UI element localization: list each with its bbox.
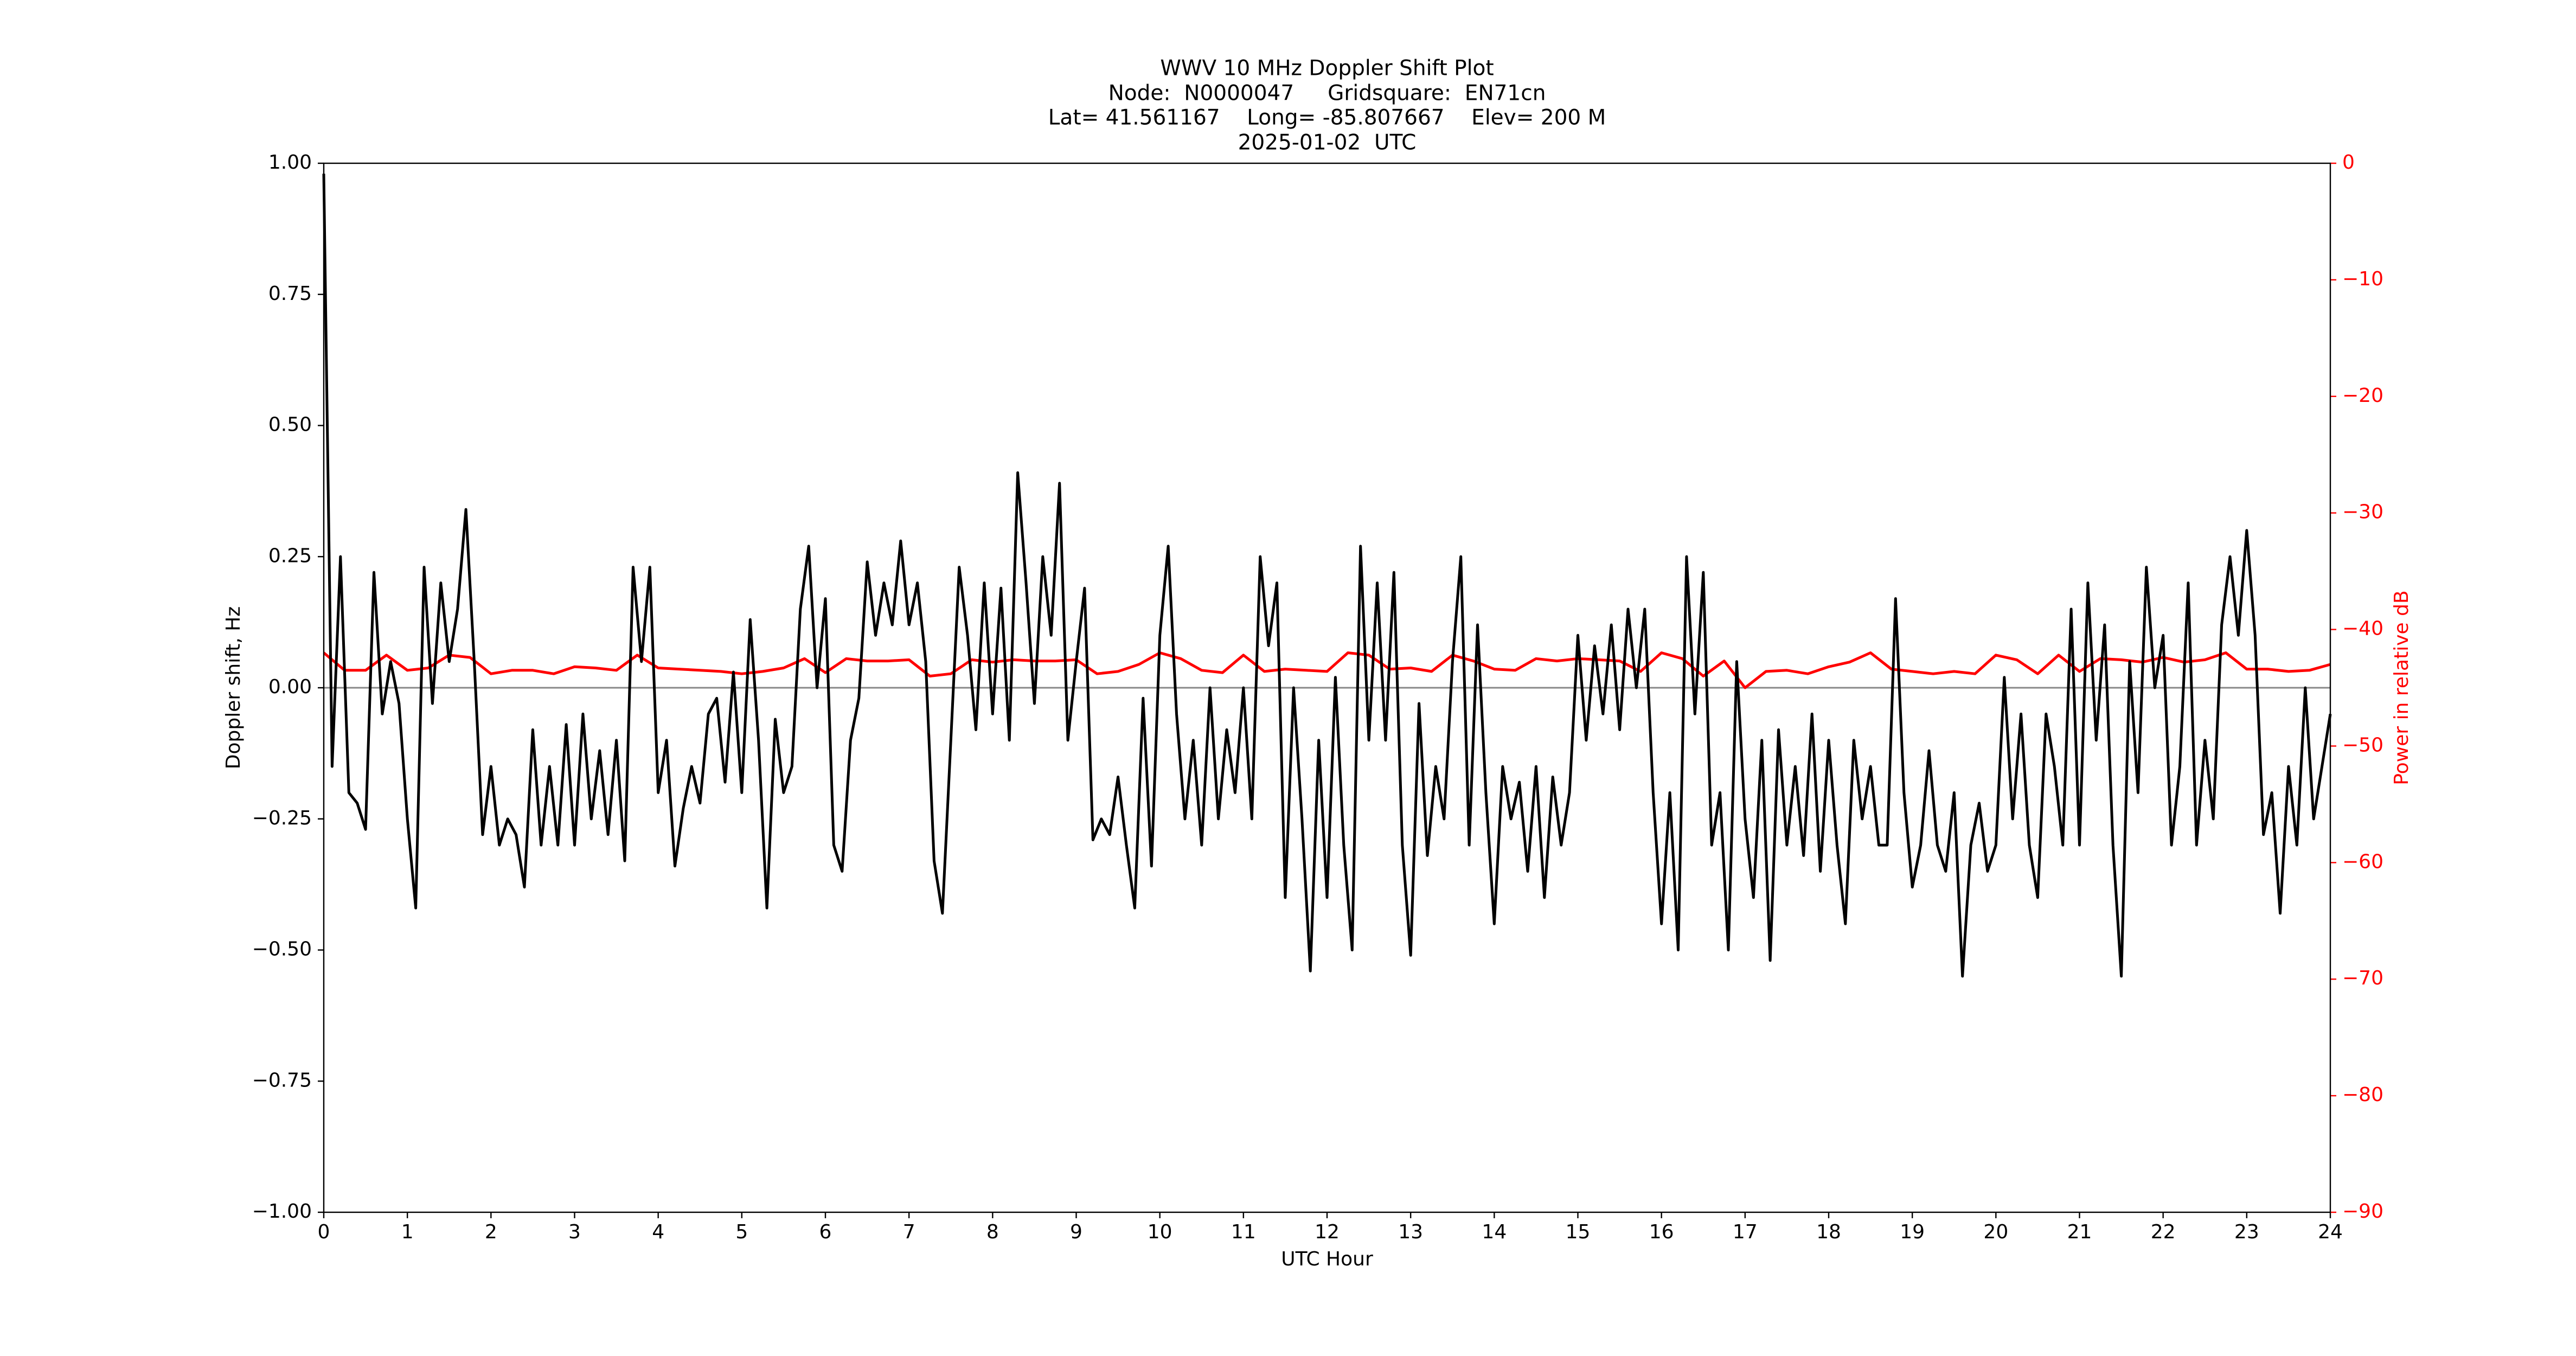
x-tick-label: 9 <box>1070 1221 1082 1243</box>
y-tick-label: −0.75 <box>252 1069 312 1091</box>
y2-axis-label: Power in relative dB <box>2391 590 2413 785</box>
x-tick-label: 22 <box>2151 1221 2176 1243</box>
x-tick-label: 6 <box>819 1221 832 1243</box>
x-tick-label: 10 <box>1148 1221 1172 1243</box>
x-tick-label: 1 <box>401 1221 414 1243</box>
x-tick-label: 5 <box>735 1221 748 1243</box>
y2-tick-label: 0 <box>2342 151 2355 174</box>
x-tick-label: 19 <box>1900 1221 1925 1243</box>
y2-tick-label: −90 <box>2342 1200 2383 1223</box>
x-tick-label: 3 <box>568 1221 581 1243</box>
y2-tick-label: −20 <box>2342 385 2383 407</box>
x-tick-label: 16 <box>1649 1221 1674 1243</box>
y2-tick-label: −80 <box>2342 1084 2383 1106</box>
x-tick-label: 7 <box>903 1221 915 1243</box>
x-tick-label: 23 <box>2234 1221 2259 1243</box>
y-tick-label: −0.50 <box>252 938 312 961</box>
x-tick-label: 11 <box>1231 1221 1256 1243</box>
x-tick-label: 14 <box>1482 1221 1507 1243</box>
plot-frame <box>323 162 2331 1213</box>
data-line <box>322 174 2332 978</box>
x-tick-label: 24 <box>2318 1221 2343 1243</box>
y2-tick-label: −30 <box>2342 501 2383 523</box>
chart-subtitle: 2025-01-02 UTC <box>1238 131 1417 155</box>
y-tick-label: 0.00 <box>268 676 312 698</box>
x-axis-label: UTC Hour <box>1281 1248 1373 1270</box>
y-tick-label: −1.00 <box>252 1200 312 1223</box>
x-tick-label: 18 <box>1816 1221 1841 1243</box>
x-tick-label: 12 <box>1315 1221 1340 1243</box>
x-tick-label: 2 <box>485 1221 497 1243</box>
chart-subtitle: Node: N0000047 Gridsquare: EN71cn <box>1108 81 1546 106</box>
y-tick-label: 0.50 <box>268 414 312 436</box>
y-tick-label: −0.25 <box>252 807 312 829</box>
y2-tick-label: −50 <box>2342 734 2383 756</box>
y2-tick-label: −10 <box>2342 268 2383 290</box>
y-tick-label: 0.25 <box>268 545 312 567</box>
y-tick-label: 1.00 <box>268 151 312 174</box>
x-tick-label: 13 <box>1398 1221 1423 1243</box>
x-tick-label: 21 <box>2067 1221 2092 1243</box>
y-axis-label: Doppler shift, Hz <box>222 606 245 769</box>
x-tick-label: 15 <box>1566 1221 1591 1243</box>
chart-title: WWV 10 MHz Doppler Shift Plot <box>1160 56 1494 81</box>
y2-tick-label: −70 <box>2342 967 2383 989</box>
x-tick-label: 8 <box>986 1221 999 1243</box>
data-line <box>323 651 2331 689</box>
y2-tick-label: −60 <box>2342 850 2383 873</box>
y2-tick-label: −40 <box>2342 618 2383 640</box>
y-tick-label: 0.75 <box>268 283 312 305</box>
x-tick-label: 0 <box>318 1221 330 1243</box>
chart-subtitle: Lat= 41.561167 Long= -85.807667 Elev= 20… <box>1048 106 1606 130</box>
x-tick-label: 20 <box>1983 1221 2008 1243</box>
x-tick-label: 17 <box>1733 1221 1758 1243</box>
x-tick-label: 4 <box>652 1221 664 1243</box>
